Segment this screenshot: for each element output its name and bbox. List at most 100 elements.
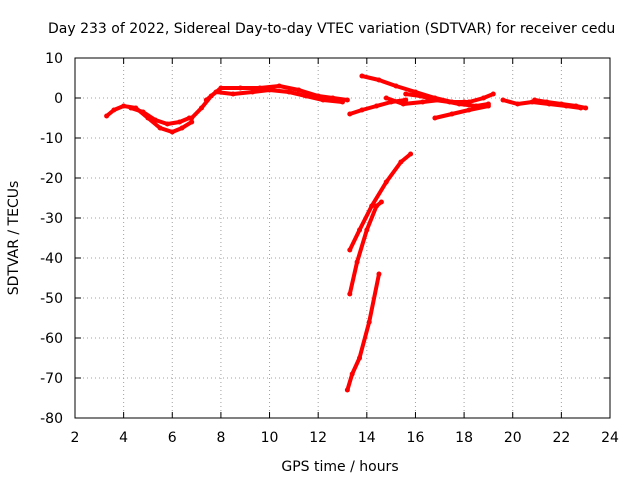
- data-series: [104, 73, 589, 393]
- y-tick-labels: 10 0 -10 -20 -30 -40 -50 -60 -70 -80: [40, 51, 63, 427]
- data-point: [420, 99, 426, 105]
- data-point: [369, 203, 375, 209]
- data-point: [432, 97, 438, 103]
- data-point: [177, 119, 183, 125]
- ticks: [74, 57, 611, 419]
- data-point: [111, 107, 117, 113]
- x-axis-label: GPS time / hours: [281, 459, 398, 475]
- data-point: [366, 319, 372, 325]
- data-point: [198, 105, 204, 111]
- series-arc-1: [104, 103, 195, 135]
- data-point: [157, 125, 163, 131]
- data-point: [203, 97, 209, 103]
- data-point: [398, 159, 404, 165]
- data-point: [164, 121, 170, 127]
- data-point: [376, 271, 382, 277]
- data-point: [189, 119, 195, 125]
- data-point: [558, 101, 564, 107]
- data-point: [344, 387, 350, 393]
- series-arc-6: [347, 199, 384, 297]
- data-point: [152, 117, 158, 123]
- data-point: [267, 87, 273, 93]
- data-point: [344, 97, 350, 103]
- series-arc-5: [344, 271, 382, 393]
- series-line: [432, 104, 491, 120]
- data-point: [237, 85, 243, 91]
- data-point: [481, 95, 487, 101]
- data-point: [447, 99, 452, 105]
- data-point: [515, 101, 521, 107]
- data-point: [276, 83, 282, 89]
- x-tick-label: 6: [168, 430, 177, 446]
- x-tick-label: 20: [504, 430, 522, 446]
- x-tick-label: 24: [601, 430, 619, 446]
- data-point: [417, 93, 423, 99]
- data-point: [140, 109, 146, 115]
- data-point: [449, 111, 455, 117]
- y-tick-label: 10: [45, 51, 63, 67]
- series-arc-2: [128, 105, 192, 127]
- data-point: [359, 107, 365, 113]
- data-point: [485, 103, 491, 109]
- x-tick-label: 2: [71, 430, 80, 446]
- data-point: [213, 89, 219, 95]
- y-tick-label: -20: [40, 171, 63, 187]
- grid: [75, 58, 610, 418]
- y-tick-label: -80: [40, 411, 63, 427]
- x-tick-label: 12: [309, 430, 327, 446]
- data-point: [357, 355, 363, 361]
- data-point: [250, 89, 256, 95]
- data-point: [296, 87, 302, 93]
- data-point: [383, 179, 389, 185]
- x-tick-label: 22: [552, 430, 570, 446]
- data-point: [374, 103, 380, 109]
- data-point: [374, 203, 380, 209]
- x-tick-label: 18: [455, 430, 473, 446]
- x-tick-label: 16: [407, 430, 425, 446]
- y-tick-label: -30: [40, 211, 63, 227]
- series-arc-4: [203, 87, 345, 105]
- data-point: [461, 99, 467, 105]
- series-arc-11: [403, 91, 467, 105]
- x-tick-label: 14: [358, 430, 376, 446]
- plot-frame: [74, 57, 611, 419]
- data-point: [169, 129, 175, 135]
- y-tick-label: -10: [40, 131, 63, 147]
- data-point: [218, 85, 224, 91]
- data-point: [189, 115, 195, 121]
- data-point: [376, 77, 382, 83]
- data-point: [490, 91, 496, 97]
- data-point: [532, 97, 538, 103]
- data-point: [128, 105, 134, 111]
- data-point: [393, 83, 399, 89]
- data-point: [403, 97, 409, 103]
- data-point: [347, 247, 353, 253]
- data-point: [378, 199, 384, 205]
- data-point: [573, 103, 579, 109]
- data-point: [286, 89, 292, 95]
- series-arc-14: [532, 97, 589, 111]
- data-point: [349, 371, 355, 377]
- x-tick-labels: 2 4 6 8 10 12 14 16 18 20 22 24: [71, 430, 619, 446]
- data-point: [383, 95, 389, 101]
- y-tick-label: -70: [40, 371, 63, 387]
- data-point: [347, 111, 353, 117]
- data-point: [544, 99, 550, 105]
- y-tick-label: 0: [54, 91, 63, 107]
- data-point: [364, 227, 370, 233]
- x-tick-label: 8: [216, 430, 225, 446]
- data-point: [121, 103, 127, 109]
- data-point: [230, 91, 236, 97]
- data-point: [403, 91, 409, 97]
- data-point: [347, 291, 353, 297]
- data-point: [104, 113, 110, 119]
- y-tick-label: -60: [40, 331, 63, 347]
- data-point: [354, 259, 360, 265]
- data-point: [432, 115, 438, 121]
- data-point: [320, 97, 326, 103]
- data-point: [340, 99, 345, 105]
- data-point: [357, 227, 363, 233]
- series-arc-8: [347, 97, 409, 117]
- data-point: [359, 73, 365, 79]
